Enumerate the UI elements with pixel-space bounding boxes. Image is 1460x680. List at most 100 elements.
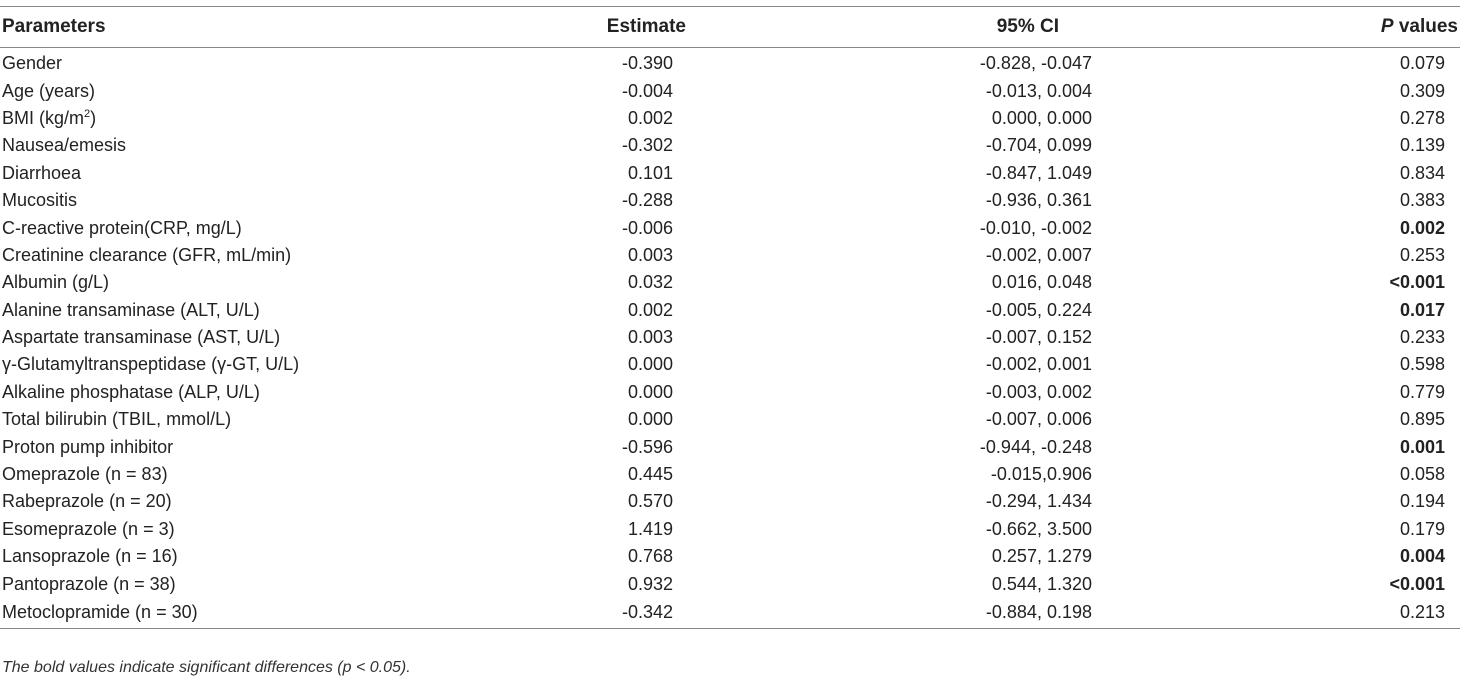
cell-estimate: 0.570	[627, 491, 673, 512]
cell-ci: -0.007, 0.006	[985, 409, 1092, 430]
results-table-container: Parameters Estimate 95% CI P values Gend…	[0, 6, 1460, 629]
cell-ci: -0.847, 1.049	[985, 162, 1092, 183]
cell-parameter: Alanine transaminase (ALT, U/L)	[0, 297, 540, 324]
parameter-label: Pantoprazole (n = 38)	[2, 573, 176, 594]
cell-p-value: 0.895	[1399, 409, 1445, 430]
cell-p-value: 0.194	[1399, 491, 1445, 512]
cell-parameter: Lansoprazole (n = 16)	[0, 543, 540, 570]
table-row: Aspartate transaminase (AST, U/L) 0.003 -0…	[0, 324, 1460, 351]
cell-p-value: 0.383	[1399, 190, 1445, 211]
parameter-label: Gender	[2, 53, 63, 74]
cell-estimate: 0.445	[627, 464, 673, 485]
cell-estimate: 0.768	[627, 546, 673, 567]
cell-ci: -0.002, 0.001	[985, 354, 1092, 375]
cell-ci: -0.005, 0.224	[985, 299, 1092, 320]
cell-estimate: -0.390	[621, 53, 673, 74]
cell-p-value: 0.278	[1399, 107, 1445, 128]
parameter-label: γ-Glutamyltranspeptidase (γ-GT, U/L)	[2, 354, 300, 375]
table-row: Diarrhoea 0.101 -0.847, 1.049 0.834	[0, 160, 1460, 187]
header-p-values: P values	[1155, 6, 1460, 48]
table-row: Alanine transaminase (ALT, U/L) 0.002 -0.0…	[0, 297, 1460, 324]
parameter-label: Alkaline phosphatase (ALP, U/L)	[2, 381, 260, 402]
parameter-label: Proton pump inhibitor	[2, 436, 174, 457]
parameter-label: Metoclopramide (n = 30)	[2, 602, 198, 623]
table-row: Creatinine clearance (GFR, mL/min) 0.003 -…	[0, 242, 1460, 269]
cell-estimate: 0.932	[627, 573, 673, 594]
table-row: Gender -0.390 -0.828, -0.047 0.079	[0, 48, 1460, 78]
cell-ci: -0.704, 0.099	[985, 135, 1092, 156]
header-ci: 95% CI	[790, 6, 1155, 48]
parameter-superscript: 2	[84, 107, 91, 120]
table-row: Esomeprazole (n = 3) 1.419 -0.662, 3.500 0.…	[0, 516, 1460, 543]
table-row: Alkaline phosphatase (ALP, U/L) 0.000 -0.0…	[0, 379, 1460, 406]
parameter-label: Alanine transaminase (ALT, U/L)	[2, 299, 260, 320]
table-row: BMI (kg/m2) 0.002 0.000, 0.000 0.278	[0, 105, 1460, 132]
cell-parameter: Proton pump inhibitor	[0, 433, 540, 460]
cell-p-value: 0.253	[1399, 244, 1445, 265]
cell-estimate: -0.596	[621, 436, 673, 457]
cell-estimate: 0.002	[627, 107, 673, 128]
cell-estimate: -0.006	[621, 217, 673, 238]
cell-ci: -0.936, 0.361	[985, 190, 1092, 211]
cell-estimate: 0.101	[627, 162, 673, 183]
table-row: γ-Glutamyltranspeptidase (γ-GT, U/L) 0.00…	[0, 351, 1460, 378]
cell-ci: -0.003, 0.002	[985, 381, 1092, 402]
parameter-label: Aspartate transaminase (AST, U/L)	[2, 327, 281, 348]
table-row: Mucositis -0.288 -0.936, 0.361 0.383	[0, 187, 1460, 214]
cell-p-value: 0.079	[1399, 53, 1445, 74]
cell-ci: -0.015,0.906	[990, 464, 1092, 485]
cell-ci: 0.016, 0.048	[991, 272, 1092, 293]
cell-p-value-significant: 0.001	[1399, 436, 1445, 457]
cell-p-value-significant: 0.002	[1399, 217, 1445, 238]
parameter-label: C-reactive protein(CRP, mg/L)	[2, 217, 242, 238]
parameter-label: Total bilirubin (TBIL, mmol/L)	[2, 409, 232, 430]
cell-ci: 0.257, 1.279	[991, 546, 1092, 567]
table-row: Omeprazole (n = 83) 0.445 -0.015,0.906 0.05…	[0, 461, 1460, 488]
cell-estimate: -0.288	[621, 190, 673, 211]
parameter-label: Rabeprazole (n = 20)	[2, 491, 172, 512]
cell-parameter: γ-Glutamyltranspeptidase (γ-GT, U/L)	[0, 351, 540, 378]
cell-parameter: C-reactive protein(CRP, mg/L)	[0, 214, 540, 241]
cell-estimate: -0.302	[621, 135, 673, 156]
cell-p-value: 0.309	[1399, 80, 1445, 101]
table-row: Rabeprazole (n = 20) 0.570 -0.294, 1.434 0.…	[0, 488, 1460, 515]
cell-estimate: -0.342	[540, 597, 790, 629]
cell-ci: -0.828, -0.047	[979, 53, 1092, 74]
parameter-label: Mucositis	[2, 190, 78, 211]
cell-ci: -0.944, -0.248	[979, 436, 1092, 457]
header-row: Parameters Estimate 95% CI P values	[0, 6, 1460, 48]
cell-parameter: Esomeprazole (n = 3)	[0, 516, 540, 543]
cell-estimate: 0.000	[627, 409, 673, 430]
table-body: Gender -0.390 -0.828, -0.047 0.079 Age (year…	[0, 48, 1460, 629]
cell-estimate: 0.000	[627, 354, 673, 375]
cell-ci: -0.294, 1.434	[985, 491, 1092, 512]
table-row: Lansoprazole (n = 16) 0.768 0.257, 1.279 0.…	[0, 543, 1460, 570]
cell-parameter: Gender	[0, 48, 540, 78]
cell-estimate: 0.003	[627, 327, 673, 348]
cell-p-value: 0.598	[1399, 354, 1445, 375]
cell-ci: 0.544, 1.320	[991, 573, 1092, 594]
cell-p-value: 0.179	[1399, 518, 1445, 539]
cell-p-value: 0.779	[1399, 381, 1445, 402]
parameter-label: Albumin (g/L)	[2, 272, 110, 293]
cell-estimate: 0.032	[627, 272, 673, 293]
parameter-label: Esomeprazole (n = 3)	[2, 518, 175, 539]
header-p-italic: P	[1380, 16, 1394, 37]
table-footnote: The bold values indicate significant dif…	[2, 659, 411, 676]
header-p-rest: values	[1393, 16, 1458, 37]
cell-p-value-significant: <0.001	[1389, 573, 1445, 594]
parameter-suffix: )	[90, 107, 97, 128]
cell-estimate: 1.419	[627, 518, 673, 539]
cell-ci: -0.010, -0.002	[979, 217, 1092, 238]
parameter-label: BMI (kg/m	[2, 107, 85, 128]
cell-parameter: Nausea/emesis	[0, 132, 540, 159]
parameter-label: Omeprazole (n = 83)	[2, 464, 168, 485]
cell-p-value-significant: <0.001	[1389, 272, 1445, 293]
cell-ci: -0.662, 3.500	[985, 518, 1092, 539]
table-row: Nausea/emesis -0.302 -0.704, 0.099 0.139	[0, 132, 1460, 159]
cell-parameter: BMI (kg/m2)	[0, 105, 540, 132]
cell-p-value-significant: 0.017	[1399, 299, 1445, 320]
table-row: Pantoprazole (n = 38) 0.932 0.544, 1.320 <0…	[0, 570, 1460, 597]
cell-parameter: Aspartate transaminase (AST, U/L)	[0, 324, 540, 351]
cell-p-value-significant: 0.004	[1399, 546, 1445, 567]
